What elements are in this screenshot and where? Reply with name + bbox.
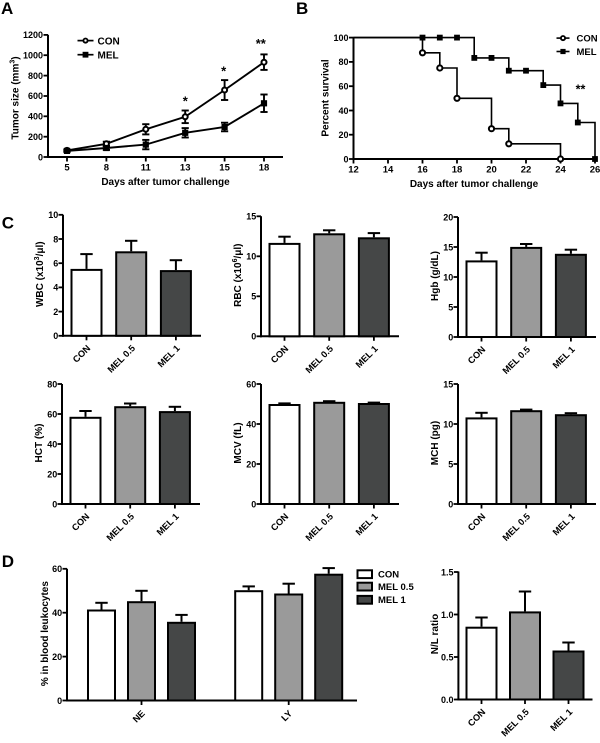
svg-text:CON: CON: [378, 570, 399, 581]
svg-text:MEL 0.5: MEL 0.5: [378, 582, 414, 593]
svg-text:Hgb (g/dL): Hgb (g/dL): [430, 251, 441, 301]
svg-text:12: 12: [348, 165, 359, 176]
svg-text:0: 0: [343, 154, 348, 164]
svg-text:**: **: [576, 83, 586, 97]
svg-text:5: 5: [448, 302, 453, 312]
svg-text:0: 0: [448, 332, 453, 342]
svg-text:40: 40: [47, 439, 57, 449]
svg-text:D: D: [2, 552, 14, 571]
svg-text:18: 18: [452, 165, 463, 176]
svg-text:A: A: [1, 0, 13, 18]
svg-text:4: 4: [53, 283, 58, 293]
svg-text:15: 15: [219, 163, 230, 174]
svg-text:60: 60: [246, 379, 256, 389]
svg-text:15: 15: [246, 212, 256, 222]
svg-text:% in blood leukocytes: % in blood leukocytes: [40, 581, 51, 686]
svg-text:60: 60: [52, 564, 62, 574]
svg-text:N/L ratio: N/L ratio: [430, 614, 441, 654]
svg-text:MCV (fL): MCV (fL): [233, 422, 244, 463]
svg-text:6: 6: [53, 259, 58, 269]
svg-text:60: 60: [338, 82, 348, 92]
svg-text:8: 8: [53, 234, 58, 244]
svg-text:13: 13: [180, 163, 191, 174]
svg-text:Percent survival: Percent survival: [321, 59, 332, 136]
svg-text:*: *: [183, 94, 189, 109]
svg-text:20: 20: [246, 459, 256, 469]
svg-text:CON: CON: [577, 34, 598, 45]
svg-text:0: 0: [448, 499, 453, 509]
svg-text:400: 400: [28, 112, 43, 122]
svg-text:0: 0: [52, 499, 57, 509]
svg-text:WBC (x103​/μl): WBC (x103​/μl): [34, 241, 46, 307]
svg-text:1.5: 1.5: [441, 567, 454, 577]
svg-text:60: 60: [47, 409, 57, 419]
svg-text:20: 20: [338, 130, 348, 140]
svg-text:2: 2: [53, 307, 58, 317]
svg-text:40: 40: [338, 106, 348, 116]
svg-text:Tumor size (mm3​): Tumor size (mm3​): [10, 56, 22, 139]
svg-text:1.0: 1.0: [441, 610, 454, 620]
svg-text:600: 600: [28, 91, 43, 101]
svg-text:B: B: [296, 0, 308, 18]
svg-text:40: 40: [52, 608, 62, 618]
svg-text:C: C: [2, 214, 14, 233]
svg-text:100: 100: [333, 33, 348, 43]
svg-text:10: 10: [443, 272, 453, 282]
svg-text:MCH (pg): MCH (pg): [430, 421, 441, 465]
svg-text:15: 15: [443, 242, 453, 252]
svg-text:Days after tumor challenge: Days after tumor challenge: [410, 179, 539, 190]
svg-text:0: 0: [38, 152, 43, 162]
svg-text:20: 20: [486, 165, 497, 176]
svg-text:0.5: 0.5: [441, 652, 454, 662]
svg-text:20: 20: [47, 469, 57, 479]
svg-text:20: 20: [443, 212, 453, 222]
svg-text:0: 0: [251, 332, 256, 342]
svg-text:0: 0: [57, 696, 62, 706]
svg-text:0: 0: [53, 331, 58, 341]
svg-text:MEL 1: MEL 1: [378, 595, 407, 606]
svg-text:24: 24: [555, 165, 566, 176]
svg-text:26: 26: [590, 165, 600, 176]
svg-text:80: 80: [47, 379, 57, 389]
svg-text:16: 16: [417, 165, 428, 176]
svg-text:22: 22: [521, 165, 532, 176]
svg-text:8: 8: [104, 163, 109, 174]
svg-text:11: 11: [141, 163, 152, 174]
svg-text:5: 5: [64, 163, 70, 174]
svg-text:0.0: 0.0: [441, 695, 454, 705]
svg-text:*: *: [221, 64, 227, 79]
svg-text:15: 15: [443, 379, 453, 389]
svg-text:MEL: MEL: [577, 47, 597, 58]
svg-text:10: 10: [443, 419, 453, 429]
svg-text:800: 800: [28, 71, 43, 81]
svg-text:1200: 1200: [23, 30, 43, 40]
svg-text:0: 0: [251, 499, 256, 509]
svg-text:1000: 1000: [23, 51, 43, 61]
svg-text:Days after tumor challenge: Days after tumor challenge: [101, 177, 230, 188]
svg-text:RBC (x106​/μl): RBC (x106​/μl): [232, 244, 244, 307]
svg-text:HCT (%): HCT (%): [34, 424, 45, 463]
svg-text:5: 5: [251, 292, 256, 302]
svg-text:40: 40: [246, 419, 256, 429]
svg-text:200: 200: [28, 132, 43, 142]
svg-text:5: 5: [448, 459, 453, 469]
svg-text:18: 18: [259, 163, 270, 174]
svg-text:CON: CON: [98, 36, 120, 47]
svg-text:10: 10: [246, 252, 256, 262]
svg-text:10: 10: [48, 210, 58, 220]
svg-text:MEL: MEL: [98, 50, 119, 61]
svg-text:20: 20: [52, 652, 62, 662]
svg-text:**: **: [256, 36, 267, 51]
svg-text:14: 14: [383, 165, 394, 176]
svg-text:80: 80: [338, 57, 348, 67]
